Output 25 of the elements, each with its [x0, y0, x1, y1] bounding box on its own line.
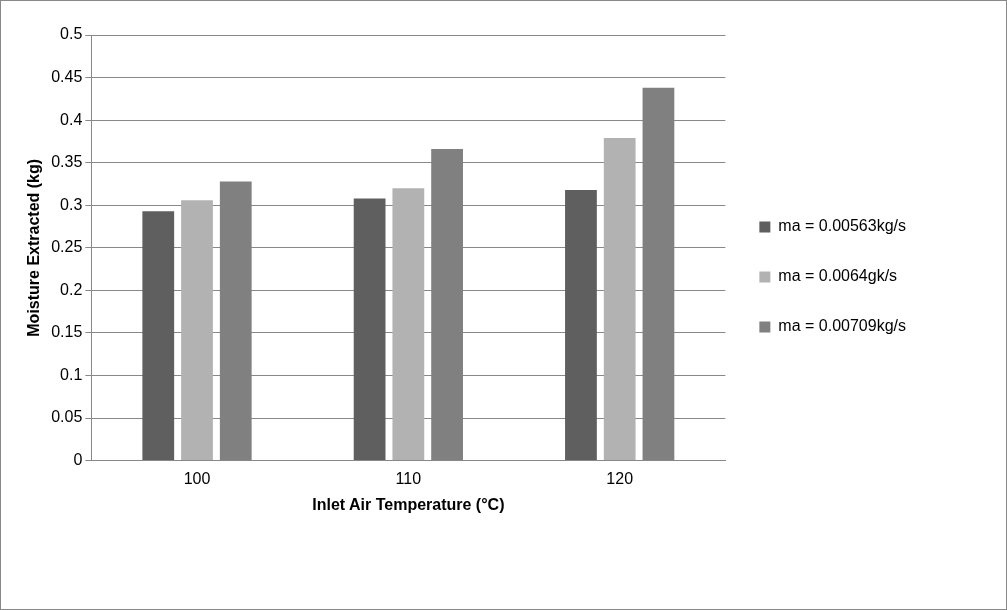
- x-tick-label: 110: [395, 469, 422, 487]
- y-tick-label: 0.2: [60, 280, 83, 298]
- legend-label: ma = 0.0064gk/s: [778, 267, 898, 285]
- bar: [565, 189, 597, 461]
- y-tick-label: 0.35: [51, 153, 83, 171]
- y-tick-label: 0.15: [51, 323, 83, 341]
- x-tick-label: 120: [606, 469, 634, 487]
- y-tick-label: 0.45: [51, 67, 83, 85]
- bar: [392, 188, 425, 461]
- y-tick-label: 0.4: [60, 110, 83, 128]
- y-tick-label: 0.05: [51, 408, 83, 426]
- y-tick-label: 0.3: [60, 195, 83, 213]
- bar: [603, 138, 636, 461]
- bar: [142, 211, 175, 461]
- y-tick-label: 0.5: [60, 25, 83, 43]
- x-axis-title: Inlet Air Temperature (°C): [312, 495, 505, 513]
- legend-label: ma = 0.00563kg/s: [778, 217, 906, 235]
- x-tick-label: 100: [183, 469, 211, 487]
- y-tick-label: 0.25: [51, 238, 83, 256]
- y-tick-label: 0.1: [60, 365, 83, 383]
- bar: [181, 200, 213, 461]
- y-tick-label: 0: [73, 451, 83, 469]
- legend-label: ma = 0.00709kg/s: [778, 317, 906, 335]
- bar: [353, 198, 386, 461]
- y-axis-title: Moisture Extracted (kg): [25, 158, 43, 337]
